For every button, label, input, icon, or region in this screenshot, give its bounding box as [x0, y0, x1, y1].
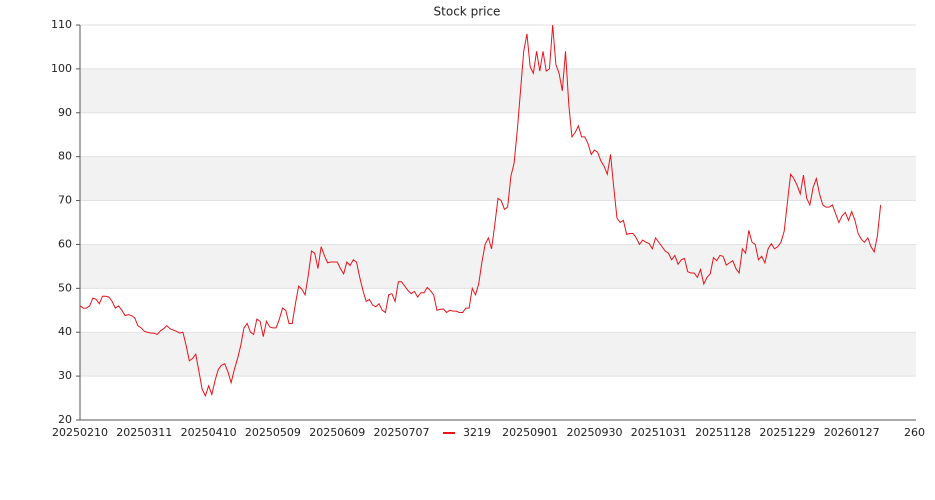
x-tick-label: 20260127 — [824, 426, 880, 439]
y-tick-label: 80 — [58, 150, 72, 163]
y-tick-label: 110 — [51, 18, 72, 31]
y-tick-label: 20 — [58, 413, 72, 426]
x-tick-label: 20250509 — [245, 426, 301, 439]
grid-band — [80, 332, 916, 377]
x-tick-label: 20250930 — [566, 426, 622, 439]
y-tick-label: 100 — [51, 62, 72, 75]
y-tick-label: 30 — [58, 369, 72, 382]
x-tick-label: 20250609 — [309, 426, 365, 439]
legend-label: 3219 — [463, 426, 491, 439]
x-tick-label: 20250210 — [52, 426, 108, 439]
y-tick-label: 70 — [58, 194, 72, 207]
chart-title: Stock price — [434, 5, 501, 19]
grid-band — [80, 68, 916, 113]
x-tick-label: 20251031 — [631, 426, 687, 439]
price-line — [79, 24, 882, 398]
grid-band — [80, 156, 916, 201]
x-tick-label: 20250311 — [116, 426, 172, 439]
y-tick-label: 60 — [58, 237, 72, 250]
x-tick-label: 20250707 — [374, 426, 430, 439]
y-tick-label: 40 — [58, 325, 72, 338]
x-tick-label: 20250901 — [502, 426, 558, 439]
y-tick-label: 50 — [58, 281, 72, 294]
y-tick-label: 90 — [58, 106, 72, 119]
x-tick-label: 20250410 — [181, 426, 237, 439]
x-tick-label: 260 — [904, 426, 925, 439]
x-tick-label: 20251229 — [759, 426, 815, 439]
grid-band — [80, 244, 916, 289]
x-tick-label: 20251128 — [695, 426, 751, 439]
